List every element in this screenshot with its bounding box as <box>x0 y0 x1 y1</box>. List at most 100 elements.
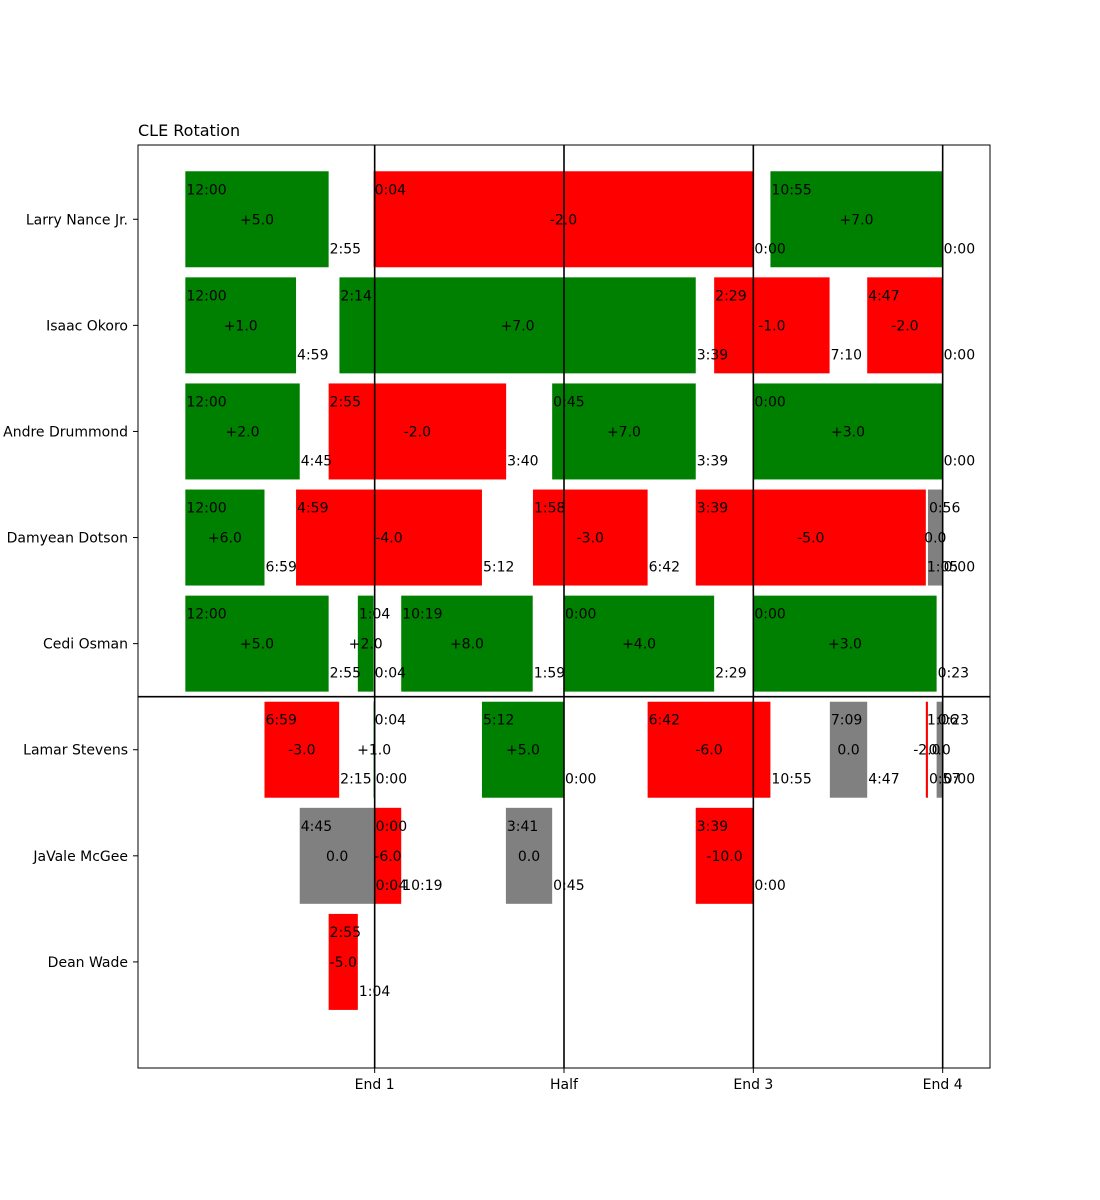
stint-out-time-label: 0:00 <box>944 453 975 469</box>
stint-plus-minus-label: +7.0 <box>501 318 535 334</box>
stint-in-time-label: 12:00 <box>186 501 226 517</box>
stint-out-time-label: 1:05 <box>927 560 958 576</box>
stint-out-time-label: 6:42 <box>649 560 680 576</box>
player-name-label: Cedi Osman <box>43 637 128 653</box>
stint-in-time-label: 2:55 <box>330 925 361 941</box>
player-name-label: JaVale McGee <box>32 849 128 865</box>
stint-bar <box>328 913 358 1010</box>
stint-plus-minus-label: -2.0 <box>913 743 940 759</box>
player-name-label: Damyean Dotson <box>7 531 128 547</box>
stint-out-time-label: 3:39 <box>697 347 728 363</box>
stint-bar <box>185 489 265 586</box>
stint-bar <box>695 489 926 586</box>
stint-out-time-label: 0:00 <box>944 560 975 576</box>
stint-plus-minus-label: 0.0 <box>924 531 946 547</box>
stint-in-time-label: 4:45 <box>301 819 332 835</box>
stint-bar <box>185 383 300 480</box>
player-name-label: Larry Nance Jr. <box>26 212 128 228</box>
stint-bar <box>753 383 943 480</box>
stint-in-time-label: 1:58 <box>534 501 565 517</box>
stint-out-time-label: 0:04 <box>375 666 407 682</box>
stint-in-time-label: 12:00 <box>186 288 226 304</box>
stint-in-time-label: 10:55 <box>771 182 811 198</box>
stint-plus-minus-label: +6.0 <box>208 531 242 547</box>
stint-out-time-label: 0:00 <box>376 772 407 788</box>
stint-in-time-label: 0:00 <box>565 607 596 623</box>
stint-bar <box>296 489 482 586</box>
stint-bar <box>927 489 943 586</box>
player-name-label: Lamar Stevens <box>23 743 128 759</box>
stint-out-time-label: 2:55 <box>330 241 361 257</box>
stint-in-time-label: 1:04 <box>359 607 391 623</box>
stint-out-time-label: 3:40 <box>507 453 538 469</box>
stint-bar <box>505 807 553 904</box>
stint-plus-minus-label: -3.0 <box>577 531 604 547</box>
stint-plus-minus-label: 0.0 <box>518 849 540 865</box>
plot-area: 12:00 +5.0 2:55 0:04 -2.0 0:00 10:55 +7.0 0:00 12… <box>3 144 991 1093</box>
stint-bar <box>829 701 868 798</box>
stint-out-time-label: 0:57 <box>929 772 960 788</box>
stint-out-time-label: 2:29 <box>715 666 746 682</box>
stint-out-time-label: 10:55 <box>771 772 811 788</box>
stint-out-time-label: 6:59 <box>265 560 296 576</box>
x-tick-label: Half <box>550 1077 579 1093</box>
stint-in-time-label: 5:12 <box>483 713 514 729</box>
stint-in-time-label: 12:00 <box>186 182 226 198</box>
stint-bar <box>714 277 830 374</box>
stint-plus-minus-label: 0.0 <box>326 849 348 865</box>
stint-in-time-label: 2:14 <box>340 288 372 304</box>
x-tick-label: End 3 <box>733 1077 773 1093</box>
stint-in-time-label: 0:04 <box>375 182 407 198</box>
stint-plus-minus-label: +5.0 <box>240 637 274 653</box>
stint-out-time-label: 1:59 <box>534 666 565 682</box>
stint-in-time-label: 0:23 <box>938 713 969 729</box>
player-name-label: Andre Drummond <box>3 424 128 440</box>
stint-plus-minus-label: +2.0 <box>226 424 260 440</box>
stint-bar <box>185 171 329 268</box>
stint-plus-minus-label: 0.0 <box>837 743 859 759</box>
stint-plus-minus-label: +5.0 <box>240 212 274 228</box>
x-tick-label: End 4 <box>923 1077 963 1093</box>
stint-in-time-label: 3:41 <box>507 819 538 835</box>
stint-plus-minus-label: -2.0 <box>550 212 577 228</box>
stint-out-time-label: 5:12 <box>483 560 514 576</box>
stint-out-time-label: 1:04 <box>359 984 391 1000</box>
stint-plus-minus-label: -2.0 <box>891 318 918 334</box>
stint-out-time-label: 2:55 <box>330 666 361 682</box>
stint-plus-minus-label: +3.0 <box>828 637 862 653</box>
stint-bar <box>564 595 715 692</box>
stint-in-time-label: 0:45 <box>553 394 584 410</box>
stint-out-time-label: 7:10 <box>831 347 862 363</box>
stint-in-time-label: 7:09 <box>831 713 862 729</box>
stint-plus-minus-label: -6.0 <box>695 743 722 759</box>
stint-bar <box>936 701 943 798</box>
x-tick-label: End 1 <box>355 1077 395 1093</box>
stint-in-time-label: 6:59 <box>265 713 296 729</box>
stint-out-time-label: 4:47 <box>868 772 899 788</box>
stint-out-time-label: 2:15 <box>340 772 371 788</box>
stint-in-time-label: 10:19 <box>402 607 442 623</box>
stint-bar <box>401 595 533 692</box>
stint-plus-minus-label: +2.0 <box>349 637 383 653</box>
stint-bar <box>185 595 329 692</box>
stint-out-time-label: 4:45 <box>301 453 332 469</box>
stint-bar <box>481 701 564 798</box>
stint-bar <box>552 383 696 480</box>
stint-bar <box>770 171 943 268</box>
stint-in-time-label: 3:39 <box>697 819 728 835</box>
stint-out-time-label: 0:00 <box>944 241 975 257</box>
stint-bar <box>753 595 937 692</box>
stint-in-time-label: 6:42 <box>649 713 680 729</box>
stint-plus-minus-label: 0.0 <box>929 743 951 759</box>
stint-in-time-label: 4:47 <box>868 288 899 304</box>
stint-plus-minus-label: -5.0 <box>330 955 357 971</box>
stint-out-time-label: 0:00 <box>565 772 596 788</box>
chart-title: CLE Rotation <box>138 121 240 140</box>
stint-in-time-label: 0:00 <box>376 819 407 835</box>
stint-out-time-label: 0:00 <box>944 347 975 363</box>
stint-plus-minus-label: +1.0 <box>224 318 258 334</box>
stint-plus-minus-label: +4.0 <box>622 637 656 653</box>
stint-in-time-label: 2:55 <box>330 394 361 410</box>
stint-plus-minus-label: -4.0 <box>375 531 402 547</box>
